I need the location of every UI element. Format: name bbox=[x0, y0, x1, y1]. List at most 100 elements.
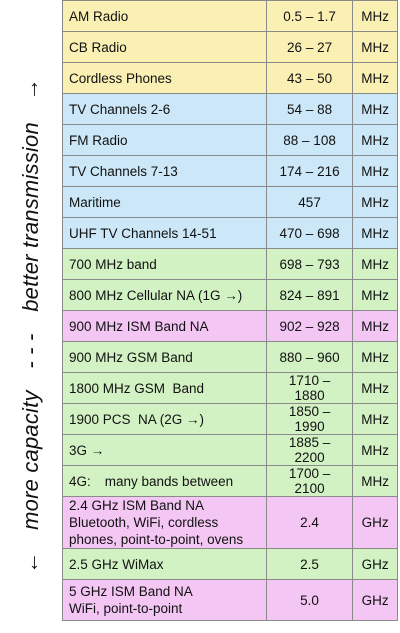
band-name-extra: many bands between bbox=[104, 473, 234, 489]
frequency-range-cell: 1710 – 1880 bbox=[265, 372, 354, 404]
bottom-arrow: ← bbox=[18, 551, 43, 574]
table-row: 800 MHz Cellular NA (1G →) 824 – 891 MHz bbox=[62, 279, 398, 311]
unit-cell: MHz bbox=[352, 465, 398, 497]
table-row: AM Radio 0.5 – 1.7 MHz bbox=[62, 0, 398, 32]
band-name-cell: Maritime bbox=[62, 186, 267, 218]
unit-cell: MHz bbox=[352, 217, 398, 249]
band-name: 2.5 GHz WiMax bbox=[69, 556, 164, 572]
band-name-cell: TV Channels 2-6 bbox=[62, 93, 267, 125]
band-name-cell: Cordless Phones bbox=[62, 62, 267, 94]
table-row: 3G → 1885 – 2200 MHz bbox=[62, 434, 398, 466]
band-name: TV Channels 2-6 bbox=[69, 101, 171, 117]
unit-cell: MHz bbox=[352, 310, 398, 342]
side-axis-text: ← more capacity - - - better transmissio… bbox=[18, 78, 44, 574]
band-name: CB Radio bbox=[69, 39, 127, 55]
frequency-table: AM Radio 0.5 – 1.7 MHz CB Radio 26 – 27 MHz Co… bbox=[62, 0, 398, 621]
band-name: 800 MHz Cellular NA (1G →) bbox=[69, 287, 243, 303]
band-name: 1900 PCS NA (2G →) bbox=[69, 411, 205, 427]
unit-cell: MHz bbox=[352, 0, 398, 32]
table-row: 5 GHz ISM Band NA WiFi, point-to-point 5.0… bbox=[62, 579, 398, 621]
unit-cell: GHz bbox=[352, 579, 398, 621]
table-row: Cordless Phones 43 – 50 MHz bbox=[62, 62, 398, 94]
band-name: TV Channels 7-13 bbox=[69, 163, 178, 179]
table-row: 900 MHz ISM Band NA 902 – 928 MHz bbox=[62, 310, 398, 342]
side-axis-label: ← more capacity - - - better transmissio… bbox=[0, 0, 62, 633]
band-name-cell: TV Channels 7-13 bbox=[62, 155, 267, 187]
band-name-line: 2.4 GHz ISM Band NA bbox=[69, 498, 205, 513]
unit-cell: MHz bbox=[352, 248, 398, 280]
band-name-cell: 2.4 GHz ISM Band NA Bluetooth, WiFi, cord… bbox=[62, 496, 267, 549]
band-name-cell: 2.5 GHz WiMax bbox=[62, 548, 267, 580]
frequency-range-cell: 1700 – 2100 bbox=[265, 465, 354, 497]
band-name-cell: AM Radio bbox=[62, 0, 267, 32]
band-name-cell: 700 MHz band bbox=[62, 248, 267, 280]
frequency-range-cell: 43 – 50 bbox=[265, 62, 354, 94]
top-arrow: → bbox=[18, 78, 43, 101]
band-name-cell: 900 MHz ISM Band NA bbox=[62, 310, 267, 342]
unit-cell: MHz bbox=[352, 341, 398, 373]
unit-cell: MHz bbox=[352, 403, 398, 435]
more-capacity-label: more capacity bbox=[18, 390, 43, 530]
band-name: FM Radio bbox=[69, 132, 128, 148]
frequency-range-cell: 470 – 698 bbox=[265, 217, 354, 249]
band-name-cell: 900 MHz GSM Band bbox=[62, 341, 267, 373]
frequency-range-cell: 174 – 216 bbox=[265, 155, 354, 187]
band-name: AM Radio bbox=[69, 8, 129, 24]
band-name: Maritime bbox=[69, 194, 121, 210]
table-row: FM Radio 88 – 108 MHz bbox=[62, 124, 398, 156]
band-name-cell: 5 GHz ISM Band NA WiFi, point-to-point bbox=[62, 579, 267, 621]
better-transmission-label: better transmission bbox=[18, 122, 43, 312]
band-name-line: phones, point-to-point, ovens bbox=[69, 532, 244, 547]
table-row: CB Radio 26 – 27 MHz bbox=[62, 31, 398, 63]
band-name-line: 5 GHz ISM Band NA bbox=[69, 584, 193, 599]
frequency-range-cell: 457 bbox=[265, 186, 354, 218]
band-name-line: WiFi, point-to-point bbox=[69, 601, 183, 616]
frequency-range-cell: 26 – 27 bbox=[265, 31, 354, 63]
band-name-cell: 4G: many bands between bbox=[62, 465, 267, 497]
band-name: 700 MHz band bbox=[69, 256, 157, 272]
dashes-separator: - - - bbox=[18, 333, 43, 369]
unit-cell: MHz bbox=[352, 93, 398, 125]
frequency-range-cell: 698 – 793 bbox=[265, 248, 354, 280]
band-name: 4G: bbox=[69, 473, 91, 489]
unit-cell: MHz bbox=[352, 372, 398, 404]
unit-cell: MHz bbox=[352, 186, 398, 218]
frequency-range-cell: 824 – 891 bbox=[265, 279, 354, 311]
band-name-cell: FM Radio bbox=[62, 124, 267, 156]
table-row: 4G: many bands between 1700 – 2100 MHz bbox=[62, 465, 398, 497]
frequency-range-cell: 88 – 108 bbox=[265, 124, 354, 156]
band-name-cell: UHF TV Channels 14-51 bbox=[62, 217, 267, 249]
unit-cell: GHz bbox=[352, 496, 398, 549]
frequency-range-cell: 0.5 – 1.7 bbox=[265, 0, 354, 32]
table-row: Maritime 457 MHz bbox=[62, 186, 398, 218]
table-row: 700 MHz band 698 – 793 MHz bbox=[62, 248, 398, 280]
band-name-line: Bluetooth, WiFi, cordless bbox=[69, 515, 219, 530]
band-name-cell: 1900 PCS NA (2G →) bbox=[62, 403, 267, 435]
frequency-range-cell: 1850 – 1990 bbox=[265, 403, 354, 435]
table-row: 1800 MHz GSM Band 1710 – 1880 MHz bbox=[62, 372, 398, 404]
unit-cell: MHz bbox=[352, 62, 398, 94]
band-name: UHF TV Channels 14-51 bbox=[69, 225, 217, 241]
unit-cell: MHz bbox=[352, 31, 398, 63]
frequency-range-cell: 902 – 928 bbox=[265, 310, 354, 342]
unit-cell: MHz bbox=[352, 155, 398, 187]
frequency-range-cell: 2.4 bbox=[265, 496, 354, 549]
table-row: 900 MHz GSM Band 880 – 960 MHz bbox=[62, 341, 398, 373]
unit-cell: MHz bbox=[352, 124, 398, 156]
frequency-range-cell: 54 – 88 bbox=[265, 93, 354, 125]
band-name-cell: 800 MHz Cellular NA (1G →) bbox=[62, 279, 267, 311]
band-name-cell: CB Radio bbox=[62, 31, 267, 63]
band-name: 900 MHz GSM Band bbox=[69, 349, 193, 365]
band-name: 3G → bbox=[69, 442, 105, 458]
frequency-range-cell: 880 – 960 bbox=[265, 341, 354, 373]
table-row: 2.4 GHz ISM Band NA Bluetooth, WiFi, cord… bbox=[62, 496, 398, 549]
table-row: UHF TV Channels 14-51 470 – 698 MHz bbox=[62, 217, 398, 249]
band-name: Cordless Phones bbox=[69, 70, 172, 86]
frequency-range-cell: 5.0 bbox=[265, 579, 354, 621]
band-name-cell: 1800 MHz GSM Band bbox=[62, 372, 267, 404]
unit-cell: MHz bbox=[352, 434, 398, 466]
unit-cell: GHz bbox=[352, 548, 398, 580]
table-row: 1900 PCS NA (2G →) 1850 – 1990 MHz bbox=[62, 403, 398, 435]
frequency-range-cell: 1885 – 2200 bbox=[265, 434, 354, 466]
frequency-range-cell: 2.5 bbox=[265, 548, 354, 580]
